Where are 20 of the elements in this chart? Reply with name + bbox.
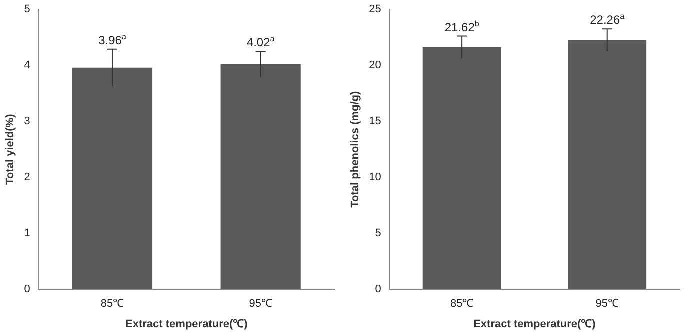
y-tick-label: 2	[24, 172, 30, 184]
y-tick-label: 25	[369, 4, 382, 16]
x-tick-label: 95℃	[249, 298, 272, 310]
x-tick-label: 85℃	[450, 298, 474, 310]
y-tick-label: 3	[24, 116, 30, 128]
x-axis-title: Extract temperature(℃)	[126, 318, 248, 330]
y-tick-label: 10	[369, 172, 382, 184]
y-tick-label: 20	[369, 60, 382, 72]
x-tick-label: 95℃	[596, 298, 619, 310]
y-axis-title: Total yield(%)	[4, 114, 17, 185]
y-tick-label: 5	[24, 4, 30, 16]
y-tick-label: 15	[369, 116, 382, 128]
y-tick-label: 4	[24, 60, 30, 72]
y-tick-label: 1	[24, 228, 30, 240]
y-tick-label: 0	[375, 284, 382, 296]
y-tick-label: 0	[24, 284, 30, 296]
x-tick-label: 85℃	[100, 298, 124, 310]
x-axis-title: Extract temperature(℃)	[474, 318, 596, 330]
y-axis-title: Total phenolics (mg/g)	[350, 91, 362, 208]
y-tick-label: 5	[375, 228, 382, 240]
